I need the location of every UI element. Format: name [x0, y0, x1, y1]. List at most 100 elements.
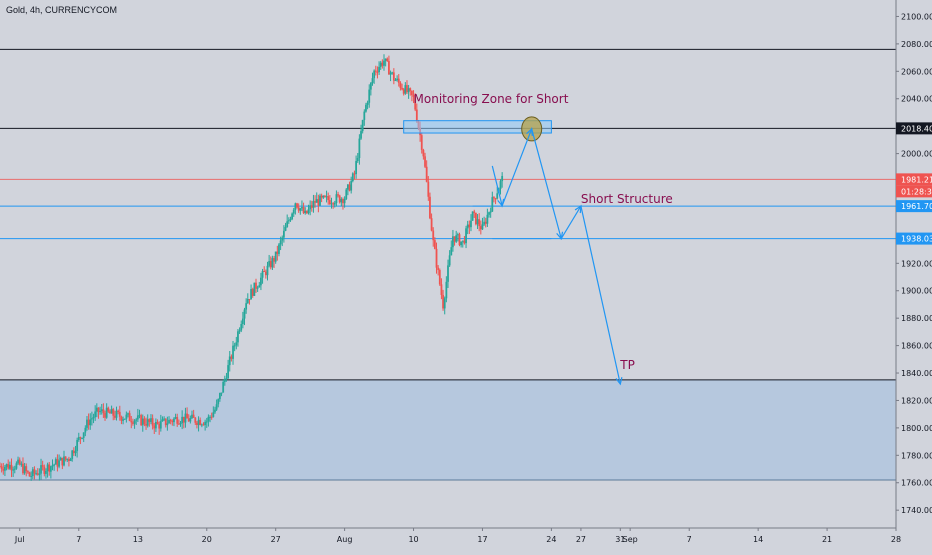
- y-tick-label: 1840.00: [901, 369, 932, 378]
- candle-body: [310, 205, 313, 208]
- candle-body: [322, 195, 325, 198]
- candle-body: [488, 212, 490, 215]
- candle-body: [258, 285, 261, 288]
- candle-body: [319, 195, 321, 206]
- candle-body: [64, 456, 67, 460]
- candle-body: [15, 463, 18, 469]
- candle-body: [389, 72, 392, 75]
- x-tick-label: 28: [891, 535, 901, 544]
- candle-body: [10, 464, 13, 471]
- candle-body: [281, 237, 284, 241]
- candle-body: [412, 95, 415, 97]
- candle-body: [388, 61, 390, 75]
- candle-body: [266, 265, 269, 276]
- candle-body: [346, 184, 349, 190]
- candle-body: [177, 423, 180, 425]
- candle-body: [232, 345, 234, 359]
- candle-body: [81, 437, 83, 439]
- candle-body: [171, 420, 174, 423]
- candle-body: [392, 72, 395, 81]
- candle-body: [196, 422, 198, 425]
- projection-arrowhead: [526, 127, 533, 136]
- candle-body: [40, 465, 42, 474]
- candle-body: [161, 419, 164, 422]
- candle-body: [478, 219, 481, 227]
- candle-body: [76, 440, 79, 452]
- candle-body: [150, 418, 152, 422]
- structure-1961-badge-label: 1961.70: [901, 202, 932, 211]
- candle-body: [415, 109, 418, 122]
- y-tick-label: 1860.00: [901, 342, 932, 351]
- x-tick-label: 14: [753, 535, 763, 544]
- candle-body: [241, 318, 244, 325]
- structure-1938-badge-label: 1938.03: [901, 235, 932, 244]
- candle-body: [333, 203, 336, 205]
- candle-body: [184, 413, 187, 423]
- candle-body: [269, 261, 272, 268]
- last-price-badge: [896, 173, 932, 186]
- candle-body: [422, 149, 425, 157]
- candle-body: [499, 181, 502, 190]
- candle-body: [46, 464, 49, 472]
- candle-body: [433, 240, 436, 249]
- candle-body: [20, 463, 23, 465]
- candle-body: [373, 70, 376, 79]
- candle-body: [95, 407, 98, 412]
- candle-body: [0, 466, 1, 468]
- candle-body: [0, 466, 3, 469]
- candle-body: [368, 89, 371, 103]
- candle-body: [58, 460, 60, 467]
- candle-body: [13, 468, 16, 470]
- candle-body: [432, 230, 435, 241]
- projection-arrowhead: [615, 377, 623, 386]
- candle-body: [54, 459, 57, 465]
- candle-body: [291, 213, 294, 220]
- candle-body: [425, 166, 428, 182]
- candle-body: [414, 96, 417, 110]
- candle-body: [493, 197, 495, 199]
- candle-body: [8, 464, 11, 469]
- candle-body: [458, 234, 461, 246]
- candle-body: [348, 184, 351, 191]
- y-tick-label: 2000.00: [901, 150, 932, 159]
- candle-body: [409, 88, 412, 91]
- candle-body: [207, 416, 210, 422]
- candle-body: [429, 196, 431, 219]
- candle-body: [420, 135, 423, 150]
- candle-body: [68, 458, 70, 462]
- candle-body: [484, 221, 487, 224]
- candle-body: [31, 469, 34, 477]
- candle-body: [233, 345, 236, 347]
- candle-body: [460, 241, 463, 246]
- candle-body: [228, 356, 231, 366]
- candle-body: [133, 420, 136, 424]
- candle-body: [38, 473, 41, 475]
- candle-body: [151, 418, 154, 426]
- candle-body: [396, 78, 399, 81]
- candle-body: [136, 415, 139, 420]
- candle-body: [456, 234, 459, 236]
- candle-body: [448, 255, 451, 266]
- candle-body: [87, 419, 90, 426]
- candle-body: [217, 399, 220, 405]
- candles-group: [0, 54, 504, 481]
- candle-body: [115, 410, 118, 418]
- candle-body: [112, 409, 115, 416]
- candle-body: [26, 471, 29, 473]
- candle-body: [72, 450, 75, 454]
- candle-body: [474, 212, 477, 225]
- candle-body: [240, 324, 243, 331]
- candle-body: [41, 465, 44, 467]
- x-tick-label: Jul: [14, 535, 25, 544]
- candle-body: [279, 240, 282, 245]
- candle-body: [366, 102, 369, 105]
- candle-body: [43, 466, 46, 474]
- candle-body: [166, 423, 169, 426]
- candle-body: [394, 80, 397, 82]
- candle-body: [218, 393, 221, 400]
- candle-body: [153, 425, 156, 429]
- candle-body: [69, 458, 72, 462]
- candle-body: [36, 473, 39, 475]
